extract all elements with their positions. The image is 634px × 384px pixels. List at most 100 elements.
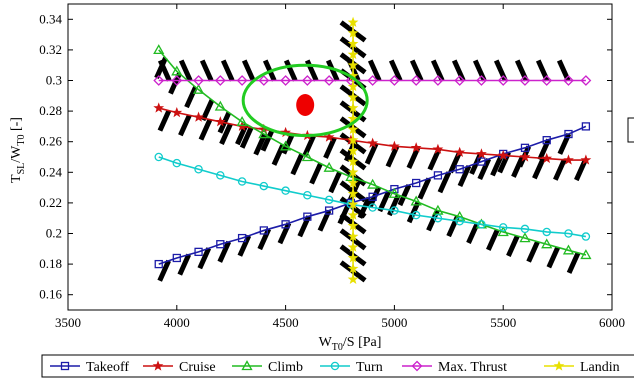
legend-label-max-thrust: Max. Thrust	[438, 360, 507, 375]
data-point-takeoff	[412, 178, 421, 188]
data-point-max-thrust	[236, 75, 248, 86]
legend-marker-takeoff	[60, 361, 70, 371]
hatch-mark	[566, 251, 581, 274]
data-point-turn	[216, 171, 225, 180]
data-point-max-thrust	[497, 75, 509, 86]
hatch-mark	[302, 134, 316, 158]
data-point-turn	[259, 181, 269, 191]
hatch-mark	[219, 122, 233, 145]
data-point-turn	[581, 232, 591, 241]
annotation-layer	[241, 63, 369, 138]
data-point-turn	[237, 177, 247, 186]
data-point-landing	[347, 252, 359, 263]
hatch-mark	[532, 157, 546, 180]
x-tick-label: 4000	[164, 315, 190, 330]
hatch-mark	[277, 222, 292, 245]
hatch-mark	[377, 190, 392, 213]
data-point-takeoff	[154, 259, 163, 269]
data-point-climb	[454, 210, 466, 221]
y-tick-label: 0.2	[46, 226, 62, 241]
data-point-landing	[347, 177, 359, 188]
hatch-mark	[157, 59, 172, 82]
data-point-landing	[347, 80, 359, 92]
hatch-mark	[367, 59, 382, 82]
data-point-landing	[347, 91, 359, 102]
data-point-turn	[368, 203, 377, 212]
hatch-mark	[157, 259, 171, 282]
data-point-turn	[194, 164, 203, 174]
y-tick-label: 0.26	[39, 134, 62, 149]
data-point-takeoff	[542, 136, 551, 145]
data-point-climb	[367, 178, 379, 189]
data-point-landing	[347, 263, 359, 274]
hatch-mark	[237, 234, 252, 257]
data-point-turn	[564, 229, 573, 238]
data-point-cruise	[193, 111, 204, 122]
data-point-cruise	[410, 142, 422, 153]
series-line-takeoff	[158, 125, 587, 265]
data-point-turn	[411, 210, 421, 220]
hatch-mark	[217, 240, 232, 263]
y-tick-label: 0.28	[39, 103, 62, 118]
legend-label-cruise: Cruise	[179, 360, 216, 375]
legend-label-turn: Turn	[356, 360, 383, 375]
hatch-mark	[546, 246, 561, 269]
series-turn	[154, 152, 591, 241]
data-point-max-thrust	[323, 75, 335, 86]
x-tick-label: 3500	[55, 315, 81, 330]
data-point-takeoff	[303, 212, 312, 221]
data-point-climb	[541, 238, 553, 249]
hatch-mark	[430, 59, 445, 82]
hatch-mark	[397, 184, 412, 207]
hatch-mark	[198, 118, 213, 141]
data-point-takeoff	[477, 157, 486, 166]
legend: Takeoff Cruise Climb Turn Max. Thrust Landin	[41, 354, 634, 378]
hatch-mark	[328, 171, 342, 194]
data-point-takeoff	[455, 165, 464, 174]
data-point-takeoff	[433, 171, 443, 180]
data-point-cruise	[476, 148, 487, 159]
x-tick-label: 4500	[273, 315, 299, 330]
data-point-takeoff	[581, 122, 591, 131]
data-point-max-thrust	[388, 75, 400, 86]
data-point-max-thrust	[301, 75, 313, 86]
hatch-mark	[457, 164, 472, 188]
data-point-max-thrust	[258, 75, 270, 86]
hatch-mark	[260, 129, 275, 152]
hatch-mark	[220, 59, 235, 82]
hatch-mark	[197, 247, 212, 270]
data-point-landing	[347, 166, 359, 177]
data-point-landing	[347, 16, 359, 27]
hatch-mark	[157, 109, 172, 132]
data-point-landing	[347, 134, 359, 145]
y-tick-label: 0.16	[39, 287, 62, 302]
hatch-mark	[283, 59, 298, 82]
x-tick-label: 5500	[490, 315, 516, 330]
hatch-mark	[309, 162, 323, 185]
data-point-max-thrust	[171, 75, 183, 86]
highlight-ellipse	[241, 63, 369, 138]
data-point-turn	[172, 158, 182, 168]
data-point-climb	[301, 151, 313, 162]
data-point-cruise	[323, 131, 335, 142]
hatch-mark	[406, 146, 421, 169]
data-point-max-thrust	[410, 75, 422, 86]
hatch-mark	[239, 126, 254, 149]
hatch-mark	[241, 59, 256, 82]
legend-label-takeoff: Takeoff	[86, 360, 129, 375]
data-point-takeoff	[172, 253, 181, 263]
data-point-max-thrust	[519, 75, 531, 86]
data-point-max-thrust	[454, 75, 466, 86]
series-layer	[153, 16, 592, 284]
data-point-climb	[519, 232, 531, 243]
hatch-mark	[466, 221, 480, 244]
x-axis-title: WT0/S [Pa]	[319, 335, 382, 353]
hatch-mark	[553, 158, 567, 181]
data-point-landing	[347, 102, 359, 113]
legend-marker-max-thrust	[411, 360, 423, 372]
data-point-landing	[347, 48, 359, 60]
data-point-landing	[347, 145, 359, 156]
data-point-turn	[324, 195, 334, 205]
legend-marker-climb	[241, 360, 253, 371]
